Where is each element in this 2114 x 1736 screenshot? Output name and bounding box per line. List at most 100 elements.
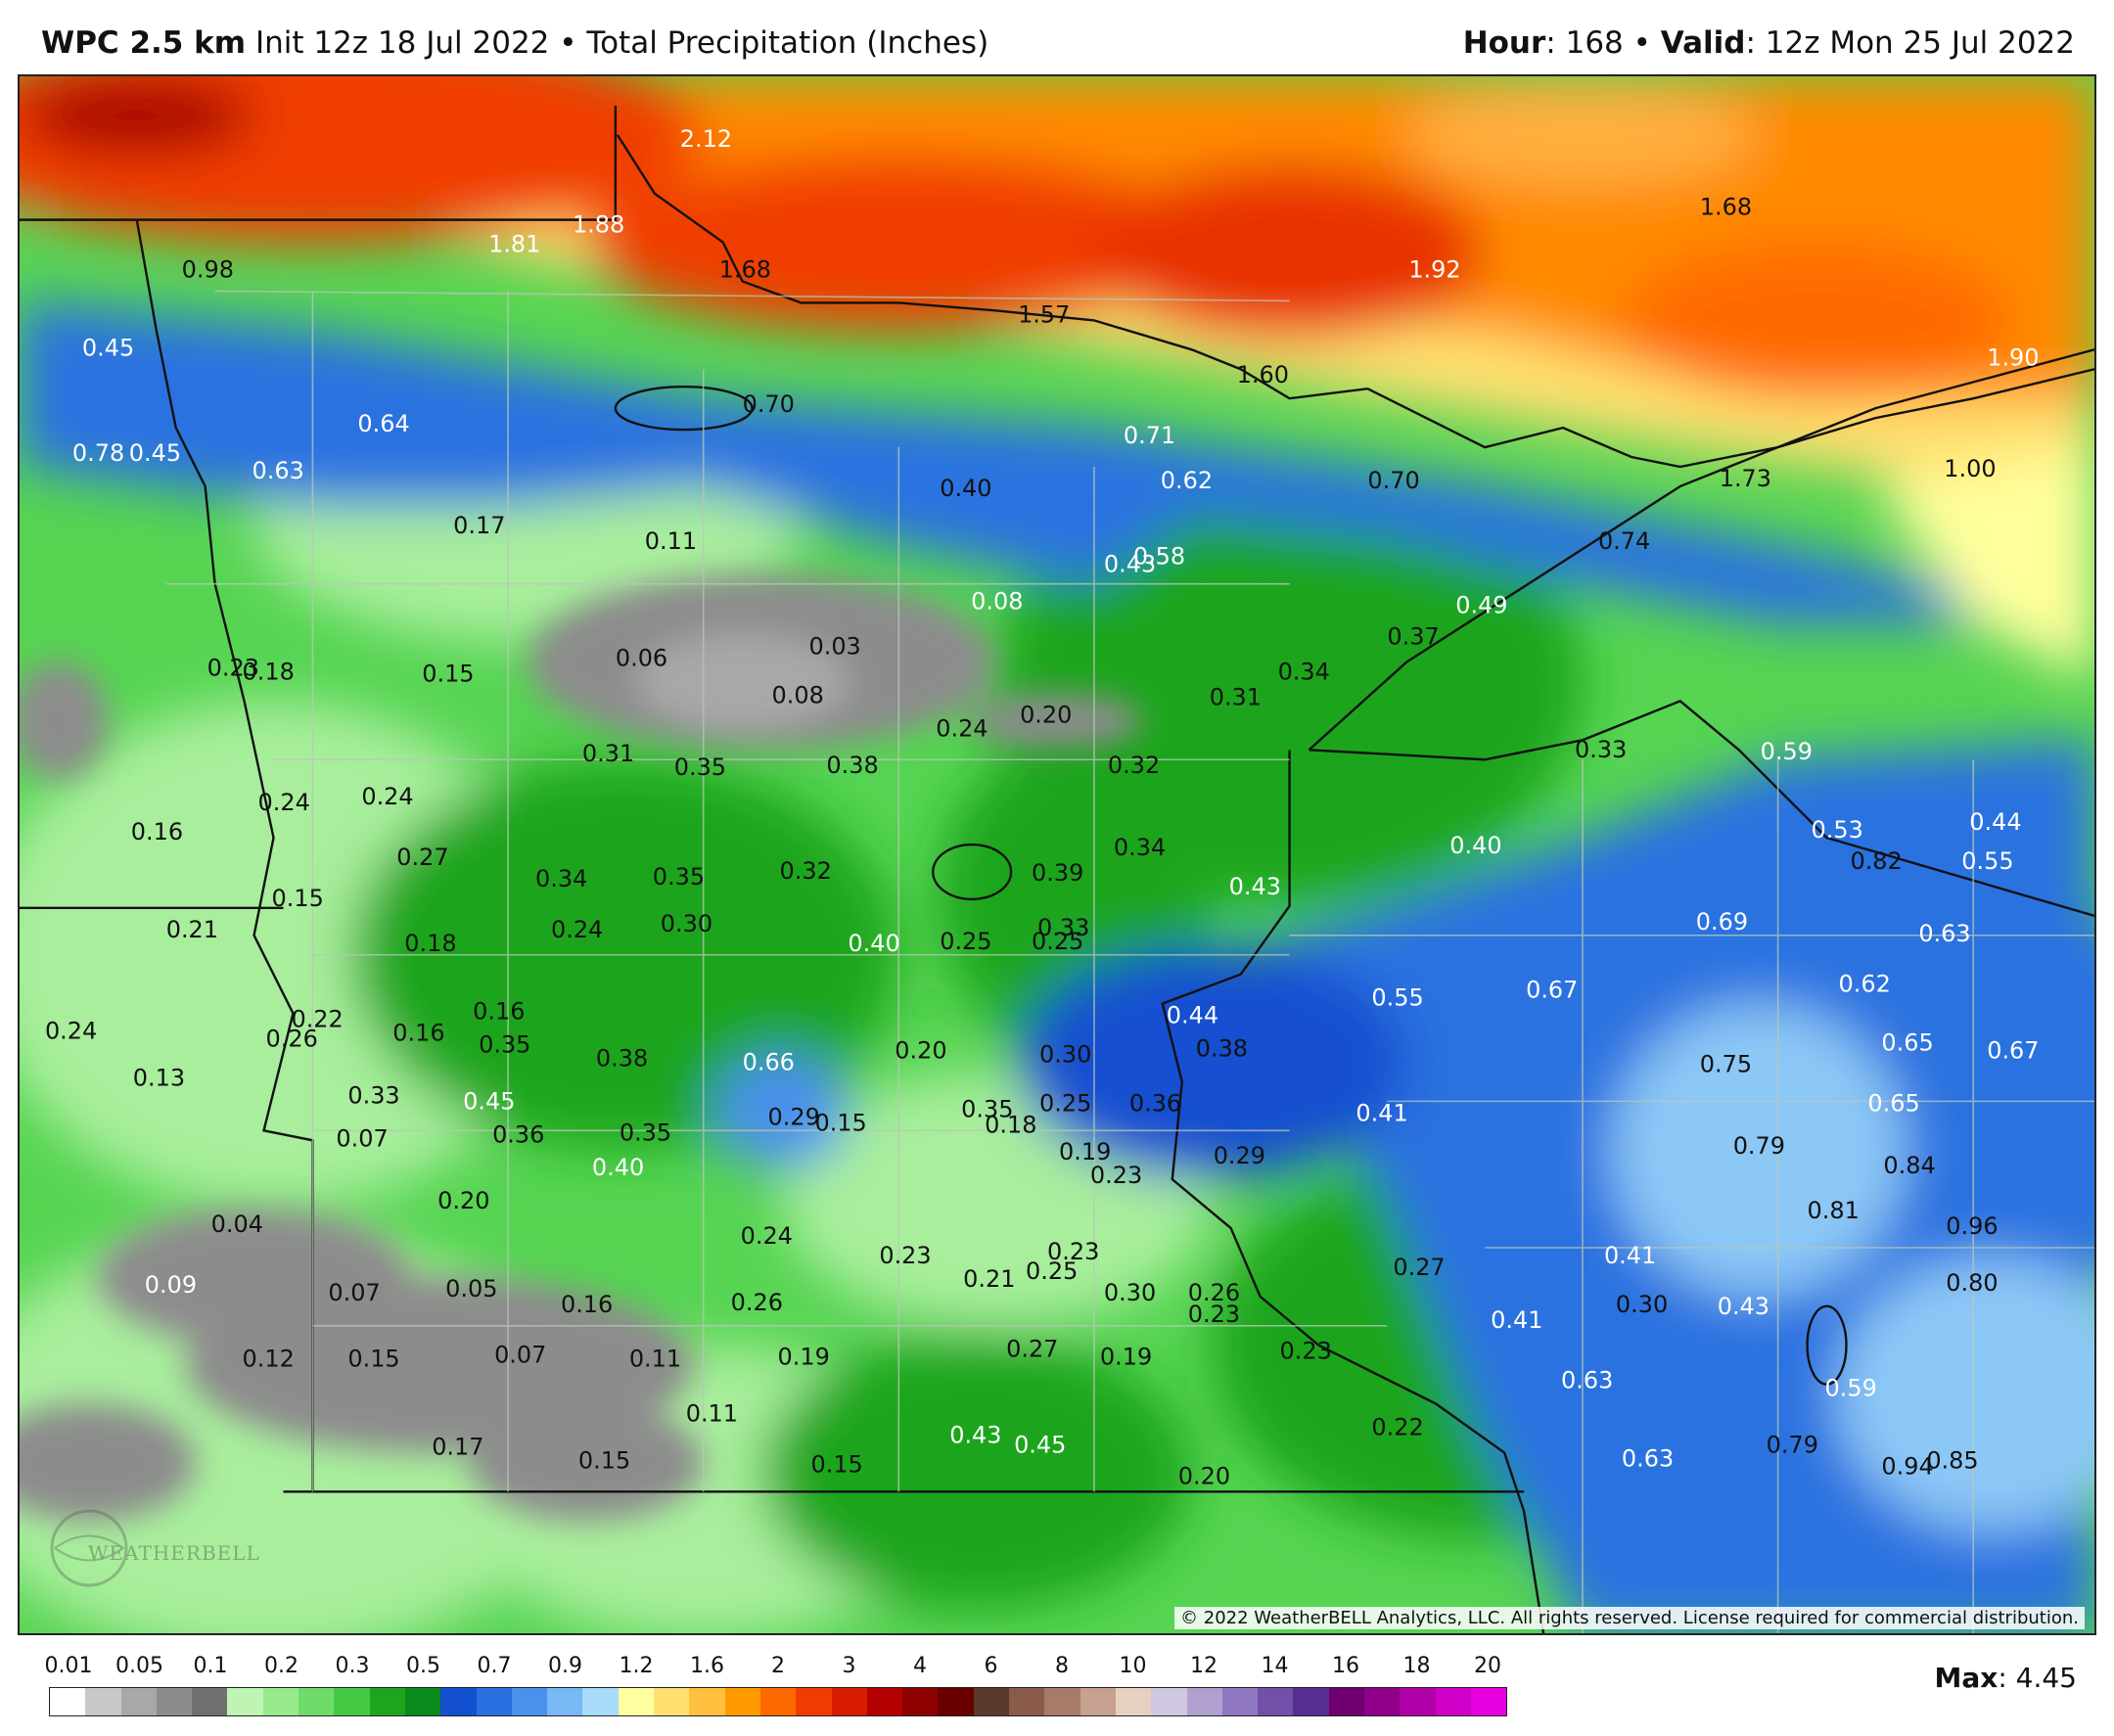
precip-value-label: 0.63 (1918, 920, 1970, 947)
precip-value-label: 0.19 (1059, 1138, 1111, 1165)
copyright-notice: © 2022 WeatherBELL Analytics, LLC. All r… (1174, 1607, 2085, 1629)
legend-swatch (1363, 1688, 1401, 1715)
precip-value-label: 0.44 (1969, 808, 2021, 836)
legend-tick-label: 4 (913, 1654, 927, 1678)
valid-key: Valid (1660, 25, 1746, 61)
precip-value-label: 0.55 (1961, 847, 2013, 875)
precip-value-label: 0.79 (1733, 1132, 1785, 1160)
legend-swatch (724, 1688, 760, 1715)
precip-value-label: 0.25 (1026, 1257, 1078, 1285)
precip-value-label: 0.96 (1946, 1212, 1998, 1240)
precip-value-label: 0.34 (535, 865, 587, 892)
precip-value-label: 0.74 (1598, 527, 1650, 555)
precip-value-label: 0.45 (463, 1087, 515, 1115)
precip-value-label: 0.25 (1032, 928, 1083, 955)
precip-value-label: 0.17 (432, 1433, 483, 1460)
precip-value-label: 0.18 (985, 1111, 1036, 1138)
precip-value-label: 0.40 (848, 930, 899, 957)
precip-value-label: 0.55 (1371, 984, 1423, 1012)
hour-value: : 168 (1545, 25, 1624, 61)
legend-swatch (227, 1688, 263, 1715)
title-separator-2: • (1632, 25, 1651, 61)
max-number: : 4.45 (1998, 1662, 2077, 1694)
precip-value-label: 0.17 (453, 512, 505, 539)
precip-value-label: 0.32 (1108, 752, 1160, 779)
legend-swatch (1400, 1688, 1436, 1715)
legend-swatch (50, 1688, 86, 1715)
precip-value-label: 0.26 (731, 1289, 783, 1316)
precip-value-label: 0.70 (1367, 467, 1419, 494)
precip-value-label: 0.24 (258, 789, 310, 816)
precip-value-label: 0.32 (780, 857, 832, 885)
precip-value-label: 0.11 (686, 1400, 738, 1428)
precip-value-label: 0.23 (207, 654, 259, 681)
precip-value-label: 1.68 (719, 255, 771, 283)
precip-value-label: 0.16 (131, 818, 183, 845)
legend-swatch (1186, 1688, 1222, 1715)
legend-swatch (1044, 1688, 1080, 1715)
precip-value-label: 0.66 (743, 1048, 795, 1075)
precip-value-label: 0.62 (1161, 467, 1213, 494)
precipitation-map: 2.12 1.81 1.88 1.68 1.57 1.68 1.92 1.60 1.90 1.73… (18, 74, 2096, 1635)
precip-value-label: 0.45 (129, 439, 181, 467)
county-lines (165, 290, 2094, 1633)
legend-swatch (582, 1688, 619, 1715)
precip-value-label: 0.24 (741, 1222, 793, 1250)
precip-value-label: 0.04 (211, 1211, 263, 1238)
precip-value-label: 0.59 (1761, 738, 1813, 765)
legend-tick-label: 6 (984, 1654, 998, 1678)
legend-swatch (654, 1688, 690, 1715)
precip-value-label: 0.69 (1696, 908, 1748, 936)
precip-value-label: 0.21 (963, 1265, 1015, 1293)
map-canvas: 2.12 1.81 1.88 1.68 1.57 1.68 1.92 1.60 1.90 1.73… (20, 76, 2094, 1633)
precip-value-label: 0.16 (561, 1291, 613, 1318)
legend-tick-label: 16 (1332, 1654, 1359, 1678)
precip-value-label: 0.34 (1278, 658, 1330, 685)
precip-value-label: 0.09 (145, 1271, 197, 1299)
precip-value-label: 0.24 (361, 783, 413, 810)
precip-value-label: 0.41 (1604, 1242, 1656, 1269)
precip-value-label: 0.64 (357, 410, 409, 437)
precip-value-label: 0.11 (629, 1346, 681, 1373)
legend-tick-label: 20 (1474, 1654, 1501, 1678)
precip-value-label: 0.21 (166, 916, 218, 943)
legend-swatch (192, 1688, 228, 1715)
precip-value-label: 0.15 (272, 885, 324, 912)
precip-value-label: 0.26 (266, 1026, 318, 1053)
precip-value-label: 0.07 (336, 1124, 388, 1152)
precip-value-label: 0.23 (1047, 1238, 1099, 1265)
legend-tick-label: 1.6 (690, 1654, 724, 1678)
legend-tick-label: 0.9 (548, 1654, 582, 1678)
legend-swatch (973, 1688, 1010, 1715)
precip-value-label: 0.22 (1371, 1414, 1423, 1441)
precip-value-label: 0.49 (1455, 592, 1507, 619)
max-value: Max: 4.45 (1934, 1662, 2077, 1694)
precip-value-label: 0.25 (1039, 1089, 1091, 1117)
precip-value-label: 0.08 (971, 588, 1023, 616)
precip-value-label: 0.35 (620, 1119, 671, 1146)
precip-value-label: 0.20 (1020, 701, 1072, 728)
precip-value-label: 0.30 (1039, 1040, 1091, 1068)
precip-value-label: 0.38 (596, 1044, 648, 1072)
precip-value-label: 0.44 (1167, 1002, 1218, 1029)
precip-value-label: 0.07 (494, 1342, 546, 1369)
legend-swatch (547, 1688, 583, 1715)
precip-value-label: 0.81 (1808, 1197, 1860, 1224)
legend-tick-label: 14 (1261, 1654, 1289, 1678)
legend-swatch (1080, 1688, 1116, 1715)
precip-value-label: 0.24 (936, 714, 988, 742)
legend-swatch (440, 1688, 477, 1715)
precip-value-label: 0.11 (645, 527, 697, 555)
precip-value-label: 0.33 (347, 1081, 399, 1109)
legend-tick-label: 1.2 (619, 1654, 654, 1678)
precip-value-label: 0.59 (1825, 1375, 1877, 1402)
legend-swatch (1221, 1688, 1259, 1715)
legend-swatch (1258, 1688, 1294, 1715)
legend-tick-label: 18 (1402, 1654, 1431, 1678)
precip-value-label: 0.16 (473, 998, 525, 1026)
precip-value-label: 1.68 (1700, 194, 1752, 221)
precip-value-label: 0.18 (404, 930, 456, 957)
precip-value-label: 0.41 (1491, 1306, 1542, 1334)
precip-value-label: 0.23 (1090, 1162, 1142, 1189)
value-labels: 2.12 1.81 1.88 1.68 1.57 1.68 1.92 1.60 1.90 1.73… (45, 125, 2040, 1490)
